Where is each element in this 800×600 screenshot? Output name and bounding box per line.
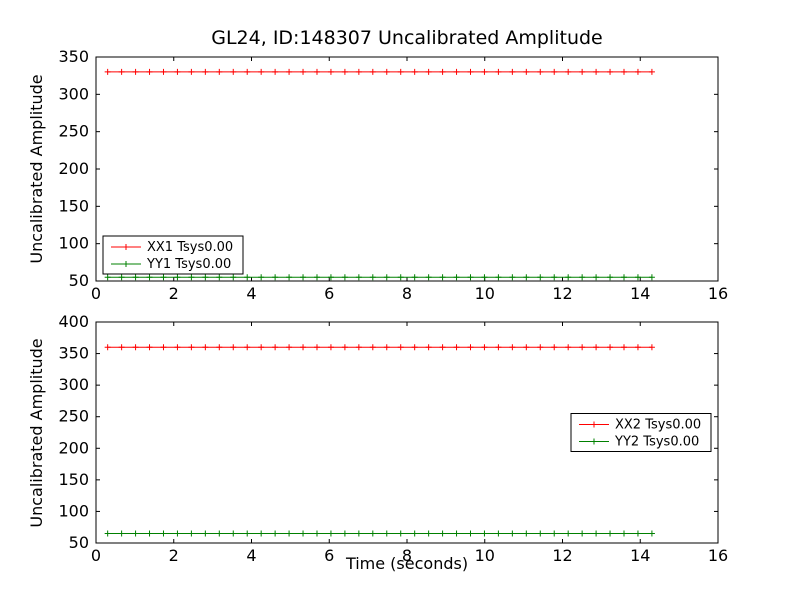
- x-tick-label: 14: [630, 546, 650, 565]
- series-markers-0: [104, 68, 655, 75]
- x-tick-label: 16: [708, 284, 728, 303]
- y-tick-label: 50: [69, 271, 89, 290]
- x-tick-label: 4: [246, 284, 256, 303]
- x-tick-label: 8: [402, 546, 412, 565]
- x-tick-label: 12: [552, 546, 572, 565]
- legend-sample-marker: [123, 244, 129, 250]
- x-tick-label: 0: [91, 546, 101, 565]
- x-tick-label: 0: [91, 284, 101, 303]
- x-tick-label: 10: [475, 284, 495, 303]
- y-tick-label: 50: [69, 533, 89, 552]
- legend-label: XX1 Tsys0.00: [147, 240, 233, 255]
- x-tick-label: 2: [169, 546, 179, 565]
- series-markers-1: [104, 274, 655, 281]
- x-axis-label: Time (seconds): [345, 554, 468, 573]
- y-tick-label: 100: [58, 234, 89, 253]
- legend-sample-marker: [591, 421, 597, 428]
- x-tick-label: 6: [324, 284, 334, 303]
- x-tick-label: 6: [324, 546, 334, 565]
- y-axis-label-top: Uncalibrated Amplitude: [27, 74, 46, 263]
- x-tick-label: 2: [169, 284, 179, 303]
- x-tick-label: 14: [630, 284, 650, 303]
- y-tick-label: 250: [58, 407, 89, 426]
- y-tick-label: 350: [58, 47, 89, 66]
- y-tick-label: 200: [58, 159, 89, 178]
- series-markers-0: [104, 344, 655, 351]
- y-tick-label: 150: [58, 196, 89, 215]
- y-tick-label: 100: [58, 501, 89, 520]
- x-tick-label: 4: [246, 546, 256, 565]
- legend-sample-marker: [591, 438, 597, 445]
- y-tick-label: 250: [58, 122, 89, 141]
- legend-box: [102, 235, 244, 275]
- x-tick-label: 12: [552, 284, 572, 303]
- y-tick-label: 400: [58, 312, 89, 331]
- y-tick-label: 300: [58, 375, 89, 394]
- legend-label: XX2 Tsys0.00: [615, 418, 701, 433]
- x-tick-label: 10: [475, 546, 495, 565]
- x-tick-label: 8: [402, 284, 412, 303]
- legend: XX1 Tsys0.00 YY1 Tsys0.00: [102, 235, 244, 275]
- legend-box: [570, 413, 712, 452]
- chart-title: GL24, ID:148307 Uncalibrated Amplitude: [211, 27, 603, 49]
- y-tick-label: 300: [58, 84, 89, 103]
- legend-label: YY1 Tsys0.00: [146, 257, 231, 272]
- subplot-top: 0 2 4 6 8 10 12 14 16 50 100 150 200 250 300 350 XX1 Tsy…: [58, 47, 728, 303]
- y-tick-label: 350: [58, 344, 89, 363]
- legend-label: YY2 Tsys0.00: [614, 435, 699, 450]
- subplot-bottom: 0 2 4 6 8 10 12 14 16 50 100 150 200 250 300 350 400 XX2 …: [58, 312, 728, 565]
- y-axis-label-bottom: Uncalibrated Amplitude: [27, 338, 46, 527]
- legend-sample-marker: [123, 261, 129, 267]
- series-markers-1: [104, 530, 655, 537]
- x-tick-label: 16: [708, 546, 728, 565]
- legend: XX2 Tsys0.00 YY2 Tsys0.00: [570, 413, 712, 452]
- y-tick-label: 150: [58, 470, 89, 489]
- y-tick-label: 200: [58, 438, 89, 457]
